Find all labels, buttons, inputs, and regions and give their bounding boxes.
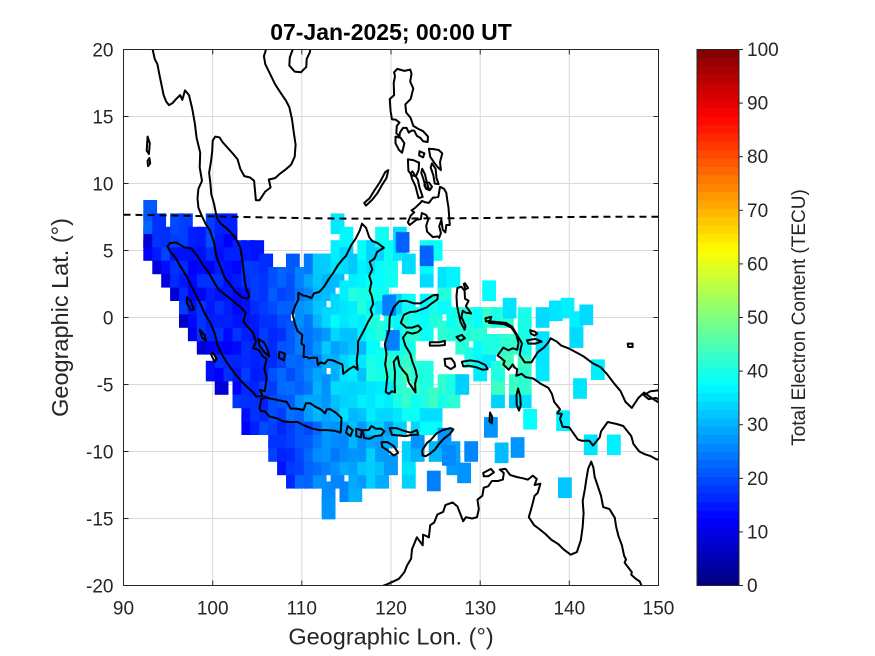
svg-text:20: 20 — [747, 469, 768, 490]
svg-text:110: 110 — [287, 599, 317, 620]
svg-text:80: 80 — [747, 147, 768, 168]
svg-text:30: 30 — [747, 415, 768, 436]
svg-text:130: 130 — [464, 599, 496, 620]
svg-text:07-Jan-2025; 00:00 UT: 07-Jan-2025; 00:00 UT — [270, 19, 512, 45]
svg-text:20: 20 — [92, 41, 113, 62]
svg-text:10: 10 — [92, 175, 113, 196]
svg-text:15: 15 — [92, 108, 113, 129]
svg-text:10: 10 — [747, 522, 768, 543]
svg-text:150: 150 — [643, 599, 675, 620]
svg-text:120: 120 — [375, 599, 407, 620]
svg-text:Geographic Lat. (°): Geographic Lat. (°) — [47, 218, 73, 417]
svg-text:70: 70 — [747, 201, 768, 222]
svg-text:Total Electron Content (TECU): Total Electron Content (TECU) — [789, 189, 810, 446]
svg-text:100: 100 — [197, 599, 229, 620]
svg-text:-5: -5 — [97, 376, 114, 397]
svg-text:-15: -15 — [86, 510, 113, 531]
svg-text:40: 40 — [747, 362, 768, 383]
svg-text:90: 90 — [113, 599, 134, 620]
svg-text:100: 100 — [747, 40, 779, 61]
svg-text:-10: -10 — [86, 443, 113, 464]
svg-text:Geographic Lon. (°): Geographic Lon. (°) — [288, 624, 493, 650]
svg-text:60: 60 — [747, 254, 768, 275]
svg-text:50: 50 — [747, 308, 768, 329]
svg-text:0: 0 — [747, 576, 758, 597]
svg-text:90: 90 — [747, 94, 768, 115]
svg-text:0: 0 — [103, 309, 114, 330]
svg-text:5: 5 — [103, 242, 114, 263]
svg-text:140: 140 — [553, 599, 585, 620]
svg-text:-20: -20 — [86, 577, 113, 598]
